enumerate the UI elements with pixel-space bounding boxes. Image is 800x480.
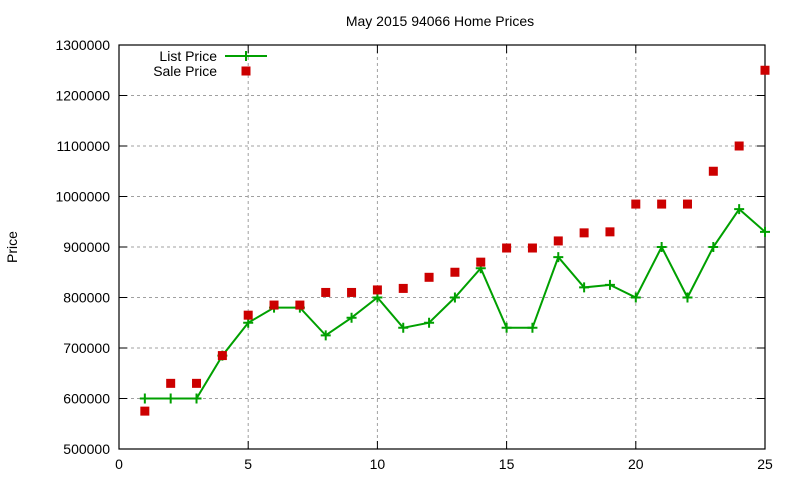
plus-marker-icon	[656, 242, 667, 252]
square-marker-icon	[398, 283, 408, 293]
legend-label: List Price	[159, 48, 217, 64]
plus-marker-icon	[241, 51, 251, 61]
x-tick-label: 10	[370, 456, 386, 472]
square-marker-icon	[682, 199, 692, 209]
legend-label: Sale Price	[153, 63, 217, 79]
plus-marker-icon	[553, 252, 564, 263]
square-marker-icon	[347, 287, 357, 297]
series-line	[144, 207, 766, 400]
plus-marker-icon	[760, 226, 770, 237]
plus-marker-icon	[165, 393, 176, 404]
plus-marker-icon	[630, 292, 641, 303]
y-tick-label: 500000	[63, 441, 110, 457]
square-marker-icon	[321, 287, 331, 297]
plus-marker-icon	[527, 322, 538, 333]
plus-marker-icon	[320, 330, 331, 341]
square-marker-icon	[166, 378, 176, 388]
y-axis-label: Price	[4, 231, 20, 263]
x-tick-label: 25	[757, 456, 773, 472]
y-tick-label: 600000	[63, 391, 110, 407]
grid-lines	[119, 45, 765, 449]
square-marker-icon	[217, 351, 227, 361]
square-marker-icon	[527, 243, 537, 253]
plus-marker-icon	[191, 393, 202, 404]
square-marker-icon	[708, 166, 718, 176]
square-marker-icon	[760, 65, 770, 75]
y-tick-label: 1100000	[57, 138, 111, 154]
square-marker-icon	[502, 243, 512, 253]
y-tick-label: 1200000	[55, 88, 110, 104]
y-tick-label: 700000	[63, 340, 110, 356]
square-marker-icon	[734, 141, 744, 151]
series-layer	[139, 65, 770, 416]
square-marker-icon	[657, 199, 667, 209]
plus-marker-icon	[139, 393, 150, 404]
x-tick-label: 15	[499, 456, 515, 472]
x-tick-label: 5	[244, 456, 252, 472]
y-tick-label: 1300000	[55, 37, 110, 53]
square-marker-icon	[553, 236, 563, 246]
square-marker-icon	[241, 66, 251, 76]
plus-marker-icon	[604, 279, 615, 290]
square-marker-icon	[269, 300, 279, 310]
plus-marker-icon	[734, 204, 745, 215]
plus-marker-icon	[449, 292, 460, 303]
plus-marker-icon	[346, 312, 357, 323]
square-marker-icon	[450, 267, 460, 277]
y-tick-label: 900000	[63, 239, 110, 255]
plus-marker-icon	[424, 317, 435, 328]
square-marker-icon	[424, 272, 434, 282]
square-marker-icon	[579, 228, 589, 238]
x-tick-label: 0	[115, 456, 123, 472]
y-tick-label: 1000000	[55, 189, 110, 205]
series-sale-price	[140, 65, 770, 416]
chart-title: May 2015 94066 Home Prices	[346, 13, 534, 29]
plus-marker-icon	[682, 292, 693, 303]
x-tick-label: 20	[628, 456, 644, 472]
square-marker-icon	[605, 227, 615, 237]
series-list-price	[139, 204, 770, 404]
plus-marker-icon	[501, 322, 512, 333]
square-marker-icon	[140, 406, 150, 416]
axes: 500000 600000 700000 800000 900000 1000000 110…	[55, 37, 773, 472]
plus-marker-icon	[398, 322, 409, 333]
square-marker-icon	[295, 300, 305, 310]
square-marker-icon	[192, 378, 202, 388]
square-marker-icon	[372, 285, 382, 295]
plus-marker-icon	[708, 242, 719, 252]
square-marker-icon	[476, 257, 486, 267]
y-tick-label: 800000	[63, 290, 110, 306]
square-marker-icon	[243, 310, 253, 320]
plus-marker-icon	[579, 282, 590, 293]
square-marker-icon	[631, 199, 641, 209]
